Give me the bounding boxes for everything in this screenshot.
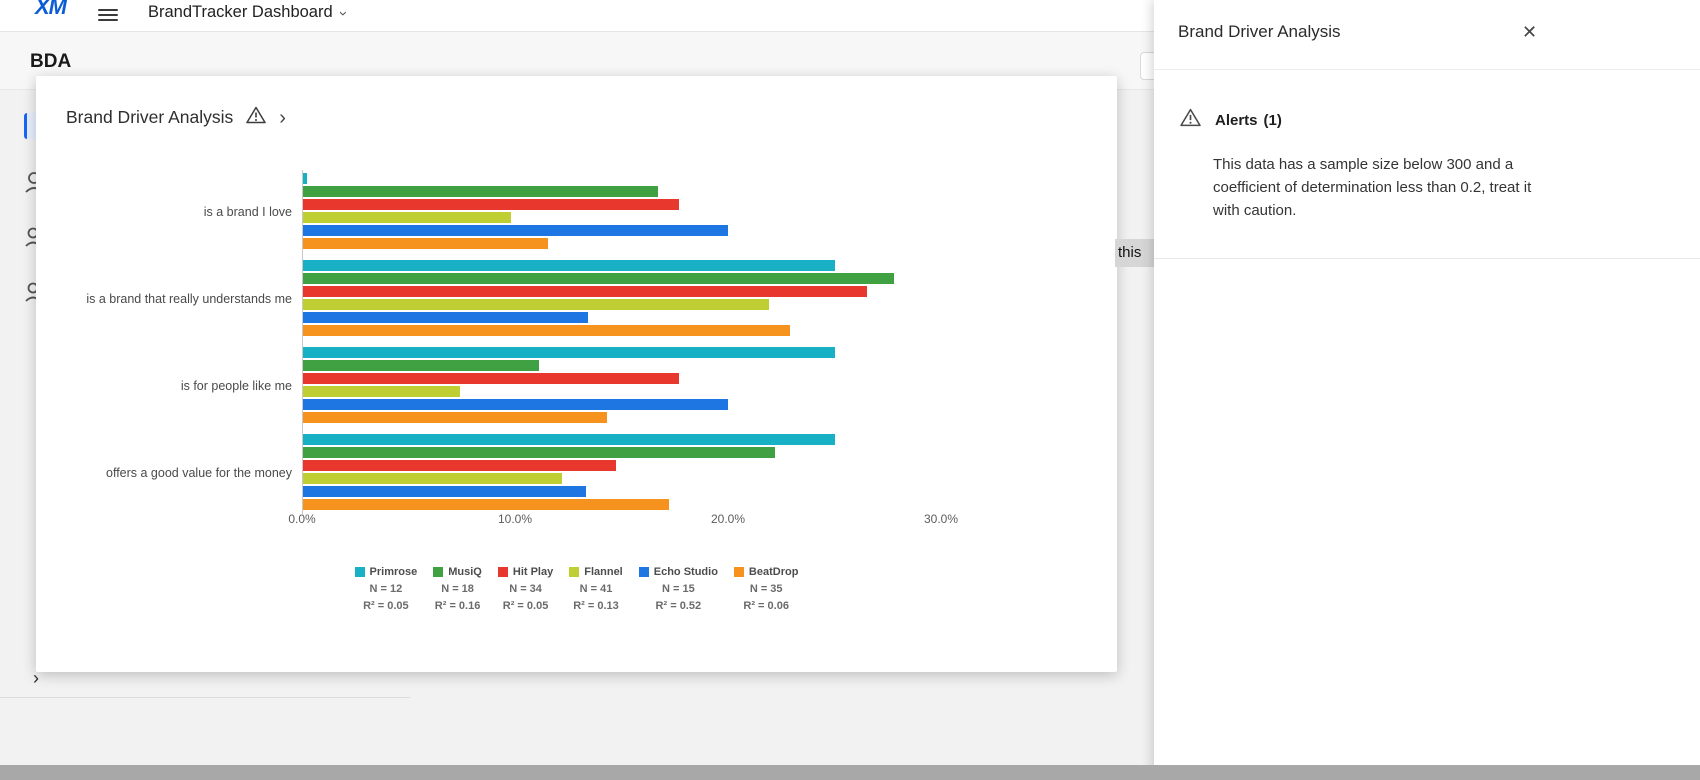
bar-musiq[interactable] [303, 186, 658, 197]
brand-driver-analysis-panel: Brand Driver Analysis ✕ Alerts (1) This … [1154, 0, 1700, 780]
bar-musiq[interactable] [303, 360, 539, 371]
panel-header: Brand Driver Analysis ✕ [1154, 0, 1700, 70]
tooltip-fragment: this [1115, 239, 1154, 267]
legend-swatch [733, 567, 744, 577]
bar-primrose[interactable] [303, 173, 307, 184]
bar-group: is a brand I love [36, 173, 1117, 251]
bar-primrose[interactable] [303, 347, 835, 358]
bar-flannel[interactable] [303, 386, 460, 397]
bar-flannel[interactable] [303, 299, 769, 310]
divider [0, 697, 410, 698]
legend-r-squared: R² = 0.52 [655, 600, 702, 612]
bar-group: is a brand that really understands me [36, 260, 1117, 338]
bar-hit-play[interactable] [303, 460, 616, 471]
legend-series-name: Flannel [584, 566, 623, 578]
x-axis-tick-label: 10.0% [497, 512, 533, 526]
legend-series-name: Hit Play [512, 566, 554, 578]
page-heading: BDA [30, 51, 72, 72]
legend-item-hit-play[interactable]: Hit Play N = 34 R² = 0.05 [497, 566, 554, 612]
xm-logo: XM [35, 0, 67, 19]
bar-echo-studio[interactable] [303, 225, 728, 236]
divider [1154, 258, 1700, 259]
legend-sample-size: N = 18 [441, 583, 474, 595]
x-axis-tick-label: 30.0% [923, 512, 959, 526]
legend-r-squared: R² = 0.05 [502, 600, 549, 612]
legend-swatch [433, 567, 444, 577]
bar-musiq[interactable] [303, 447, 775, 458]
bar-beatdrop[interactable] [303, 412, 607, 423]
category-label: is a brand I love [203, 205, 292, 219]
legend-sample-size: N = 15 [661, 583, 695, 595]
bar-beatdrop[interactable] [303, 238, 548, 249]
bar-group: is for people like me [36, 347, 1117, 425]
bar-primrose[interactable] [303, 260, 835, 271]
legend-r-squared: R² = 0.13 [573, 600, 619, 612]
brand-driver-bar-chart: is a brand I love is a brand that really … [36, 76, 1117, 672]
bar-group: offers a good value for the money [36, 434, 1117, 512]
legend-sample-size: N = 12 [369, 583, 403, 595]
hamburger-menu-icon[interactable] [98, 6, 118, 22]
x-axis-tick-label: 0.0% [288, 512, 316, 526]
legend-swatch [497, 567, 508, 577]
category-label: is for people like me [180, 379, 292, 393]
alert-message: This data has a sample size below 300 an… [1213, 156, 1532, 219]
legend-r-squared: R² = 0.05 [363, 600, 409, 612]
bar-hit-play[interactable] [303, 286, 867, 297]
category-label: is a brand that really understands me [86, 292, 292, 306]
legend-series-name: Primrose [369, 566, 418, 578]
bar-flannel[interactable] [303, 212, 511, 223]
bar-echo-studio[interactable] [303, 486, 586, 497]
bar-beatdrop[interactable] [303, 499, 669, 510]
legend-item-flannel[interactable]: Flannel N = 41 R² = 0.13 [569, 566, 623, 612]
legend-sample-size: N = 34 [509, 583, 542, 595]
panel-title: Brand Driver Analysis [1178, 22, 1341, 41]
horizontal-scrollbar[interactable] [0, 765, 1700, 780]
bar-hit-play[interactable] [303, 373, 679, 384]
legend-item-primrose[interactable]: Primrose N = 12 R² = 0.05 [354, 566, 418, 612]
close-icon[interactable]: ✕ [1522, 22, 1538, 42]
bar-hit-play[interactable] [303, 199, 679, 210]
y-axis-line [302, 170, 303, 514]
category-label: offers a good value for the money [106, 466, 292, 480]
chart-legend: Primrose N = 12 R² = 0.05 MusiQ N = 18 R² = 0… [36, 566, 1117, 612]
legend-item-musiq[interactable]: MusiQ N = 18 R² = 0.16 [433, 566, 482, 612]
legend-sample-size: N = 41 [579, 583, 613, 595]
alert-warning-icon [1180, 108, 1201, 132]
widget-title: Brand Driver Analysis [66, 107, 234, 127]
bar-primrose[interactable] [303, 434, 835, 445]
bar-flannel[interactable] [303, 473, 562, 484]
chevron-right-icon[interactable]: › [279, 106, 286, 129]
legend-item-beatdrop[interactable]: BeatDrop N = 35 R² = 0.06 [733, 566, 799, 612]
bar-echo-studio[interactable] [303, 399, 728, 410]
dashboard-title-dropdown[interactable]: BrandTracker Dashboard › [148, 3, 352, 22]
bar-musiq[interactable] [303, 273, 894, 284]
legend-r-squared: R² = 0.16 [434, 600, 481, 612]
alerts-count: (1) [1263, 111, 1282, 129]
x-axis-tick-label: 20.0% [710, 512, 746, 526]
legend-r-squared: R² = 0.06 [743, 600, 789, 612]
alerts-heading: Alerts [1215, 111, 1258, 129]
warning-icon[interactable] [246, 106, 267, 129]
legend-series-name: BeatDrop [748, 566, 799, 578]
bar-beatdrop[interactable] [303, 325, 790, 336]
legend-swatch [638, 567, 649, 577]
legend-swatch [569, 567, 580, 577]
legend-series-name: Echo Studio [653, 566, 718, 578]
brand-driver-analysis-widget: Brand Driver Analysis › is a brand I lov… [36, 76, 1117, 672]
legend-item-echo-studio[interactable]: Echo Studio N = 15 R² = 0.52 [638, 566, 718, 612]
chevron-down-icon: › [334, 11, 352, 16]
sidebar-expand-button[interactable]: › [33, 668, 39, 688]
dashboard-title: BrandTracker Dashboard [148, 3, 333, 21]
bar-echo-studio[interactable] [303, 312, 588, 323]
legend-series-name: MusiQ [448, 566, 482, 578]
legend-sample-size: N = 35 [749, 583, 783, 595]
legend-swatch [354, 567, 365, 577]
